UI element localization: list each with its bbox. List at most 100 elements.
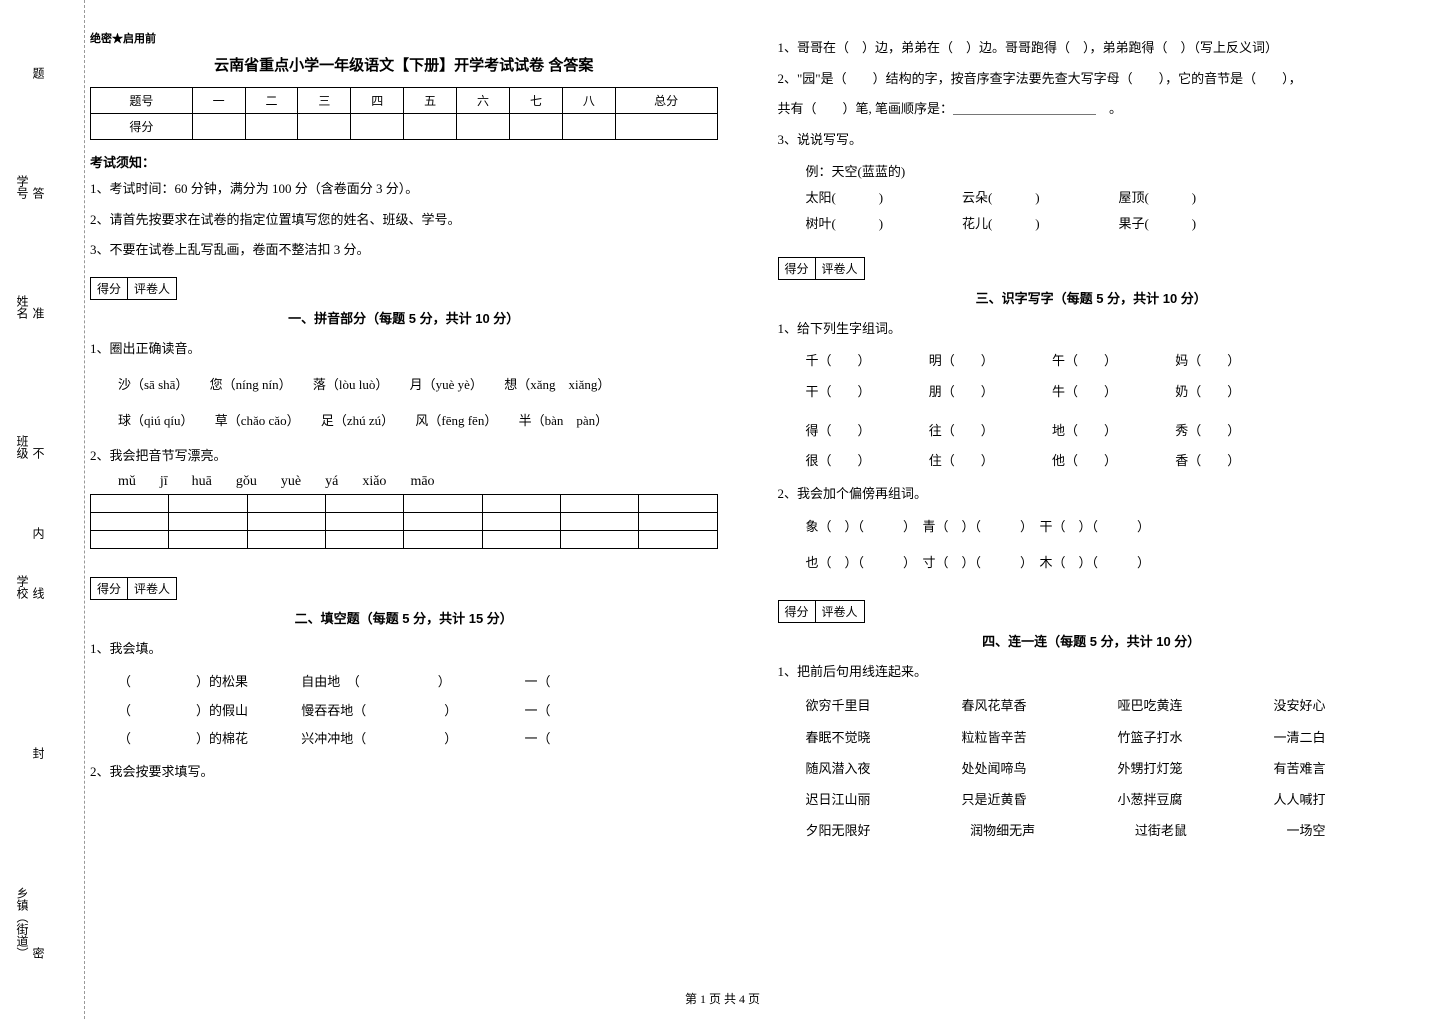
margin-label: 学校	[14, 575, 31, 599]
syllable: jī	[160, 474, 168, 490]
margin-sublabel: 准	[30, 307, 47, 319]
grader-label: 评卷人	[816, 601, 864, 622]
cell: 自由地 （ ）	[301, 668, 521, 697]
margin-sublabel: 答	[30, 187, 47, 199]
cell: 一（	[525, 674, 551, 689]
part4-title: 四、连一连（每题 5 分，共计 10 分）	[778, 631, 1406, 650]
notice-item: 1、考试时间：60 分钟，满分为 100 分（含卷面分 3 分）。	[90, 177, 718, 202]
notice-item: 2、请首先按要求在试卷的指定位置填写您的姓名、班级、学号。	[90, 208, 718, 233]
col-head: 二	[245, 88, 298, 114]
margin-sublabel: 封	[30, 747, 47, 759]
pinyin-item: 月（yuè yè）	[410, 372, 483, 398]
page-footer: 第 1 页 共 4 页	[0, 990, 1445, 1007]
margin-label: 班级	[14, 435, 31, 459]
q-text: 2、"园"是（ ）结构的字，按音序查字法要先查大写字母（ ），它的音节是（ ），	[778, 67, 1406, 92]
score-box: 得分评卷人	[778, 257, 865, 280]
q-text: 1、圈出正确读音。	[90, 337, 718, 362]
pinyin-item: 风（fēng fēn）	[415, 408, 497, 434]
grader-label: 评卷人	[128, 278, 176, 299]
col-head: 六	[457, 88, 510, 114]
col-head: 总分	[615, 88, 717, 114]
binding-margin: 乡镇（街道） 学校 线 班级 不 姓名 准 学号 答 封 密 题 内	[0, 0, 85, 1019]
grader-label: 评卷人	[816, 258, 864, 279]
cell: （ ）的假山	[118, 697, 298, 726]
margin-sublabel: 不	[30, 447, 47, 459]
q-text: 3、说说写写。	[778, 128, 1406, 153]
col-head: 三	[298, 88, 351, 114]
pinyin-item: 球（qiú qíu）	[118, 408, 193, 434]
syllable-row: mǔ jī huā gǒu yuè yá xiǎo māo	[90, 474, 718, 490]
grader-label: 评卷人	[128, 578, 176, 599]
char-grid: 千（ ） 明（ ） 午（ ） 妈（ ） 干（ ） 朋（ ） 牛（ ） 奶（ ） …	[778, 347, 1406, 475]
pinyin-row: 球（qiú qíu） 草（chǎo cǎo） 足（zhú zú） 风（fēng …	[90, 408, 718, 434]
score-label: 得分	[91, 278, 128, 299]
score-box: 得分评卷人	[778, 600, 865, 623]
notice-item: 3、不要在试卷上乱写乱画，卷面不整洁扣 3 分。	[90, 238, 718, 263]
score-table: 题号 一 二 三 四 五 六 七 八 总分 得分	[90, 87, 718, 140]
fill-row: （ ）的棉花 兴冲冲地（ ） 一（	[90, 725, 718, 754]
score-label: 得分	[91, 578, 128, 599]
part1-title: 一、拼音部分（每题 5 分，共计 10 分）	[90, 308, 718, 327]
margin-sublabel: 题	[30, 67, 47, 79]
q-text: 1、把前后句用线连起来。	[778, 660, 1406, 685]
pinyin-item: 半（bàn pàn）	[519, 408, 609, 434]
q-text: 2、我会按要求填写。	[90, 760, 718, 785]
margin-sublabel: 密	[30, 947, 47, 959]
score-box: 得分评卷人	[90, 277, 177, 300]
col-head: 五	[404, 88, 457, 114]
part3-title: 三、识字写字（每题 5 分，共计 10 分）	[778, 288, 1406, 307]
margin-label: 乡镇（街道）	[14, 887, 31, 959]
row-label: 得分	[91, 114, 193, 140]
margin-sublabel: 线	[30, 587, 47, 599]
pinyin-item: 沙（sā shā）	[118, 372, 188, 398]
score-label: 得分	[779, 258, 816, 279]
secret-note: 绝密★启用前	[90, 30, 718, 46]
syllable: yá	[325, 474, 338, 490]
row-label: 题号	[91, 88, 193, 114]
syllable: mǔ	[118, 474, 136, 490]
cell: 一（	[525, 703, 551, 718]
col-head: 四	[351, 88, 404, 114]
pinyin-item: 草（chǎo cǎo）	[215, 408, 300, 434]
q-text: 1、我会填。	[90, 637, 718, 662]
margin-label: 姓名	[14, 295, 31, 319]
write-grid	[90, 494, 718, 549]
left-column: 绝密★启用前 云南省重点小学一年级语文【下册】开学考试试卷 含答案 题号 一 二…	[90, 30, 718, 950]
pinyin-item: 落（lòu luò）	[313, 372, 388, 398]
score-box: 得分评卷人	[90, 577, 177, 600]
radical-grid: 象（ ）（ ） 青（ ）（ ） 干（ ）（ ） 也（ ）（ ） 寸（ ）（ ） …	[778, 513, 1406, 578]
syllable: gǒu	[236, 474, 257, 490]
exam-title: 云南省重点小学一年级语文【下册】开学考试试卷 含答案	[90, 54, 718, 75]
example-text: 例：天空(蓝蓝的)	[806, 159, 1406, 185]
right-column: 1、哥哥在（ ）边，弟弟在（ ）边。哥哥跑得（ ），弟弟跑得（ ）（写上反义词）…	[778, 30, 1406, 950]
eg-row: 树叶( ) 花儿( ) 果子( )	[806, 211, 1406, 237]
q-text: 2、我会加个偏傍再组词。	[778, 482, 1406, 507]
margin-sublabel: 内	[30, 527, 47, 539]
q-text: 2、我会把音节写漂亮。	[90, 444, 718, 469]
connect-block: 欲穷千里目春风花草香哑巴吃黄连没安好心 春眠不觉晓粒粒皆辛苦竹篮子打水一清二白 …	[778, 690, 1406, 846]
cell: （ ）的松果	[118, 668, 298, 697]
score-label: 得分	[779, 601, 816, 622]
syllable: huā	[192, 474, 212, 490]
syllable: xiǎo	[362, 474, 386, 490]
part2-title: 二、填空题（每题 5 分，共计 15 分）	[90, 608, 718, 627]
cell: （ ）的棉花	[118, 725, 298, 754]
pinyin-item: 足（zhú zú）	[321, 408, 394, 434]
pinyin-row: 沙（sā shā） 您（níng nín） 落（lòu luò） 月（yuè y…	[90, 372, 718, 398]
pinyin-item: 想（xǎng xiǎng）	[504, 372, 610, 398]
notice-head: 考试须知：	[90, 152, 718, 171]
eg-row: 太阳( ) 云朵( ) 屋顶( )	[806, 185, 1406, 211]
page-content: 绝密★启用前 云南省重点小学一年级语文【下册】开学考试试卷 含答案 题号 一 二…	[0, 0, 1445, 960]
q-text: 1、给下列生字组词。	[778, 317, 1406, 342]
cell: 兴冲冲地（ ）	[301, 725, 521, 754]
syllable: māo	[410, 474, 434, 490]
q-text: 1、哥哥在（ ）边，弟弟在（ ）边。哥哥跑得（ ），弟弟跑得（ ）（写上反义词）	[778, 36, 1406, 61]
cell: 慢吞吞地（ ）	[301, 697, 521, 726]
col-head: 一	[192, 88, 245, 114]
col-head: 七	[510, 88, 563, 114]
fill-row: （ ）的松果 自由地 （ ） 一（	[90, 668, 718, 697]
q-text: 共有（ ）笔, 笔画顺序是：＿＿＿＿＿＿＿＿＿＿＿ 。	[778, 97, 1406, 122]
pinyin-item: 您（níng nín）	[210, 372, 292, 398]
syllable: yuè	[281, 474, 301, 490]
margin-label: 学号	[14, 175, 31, 199]
